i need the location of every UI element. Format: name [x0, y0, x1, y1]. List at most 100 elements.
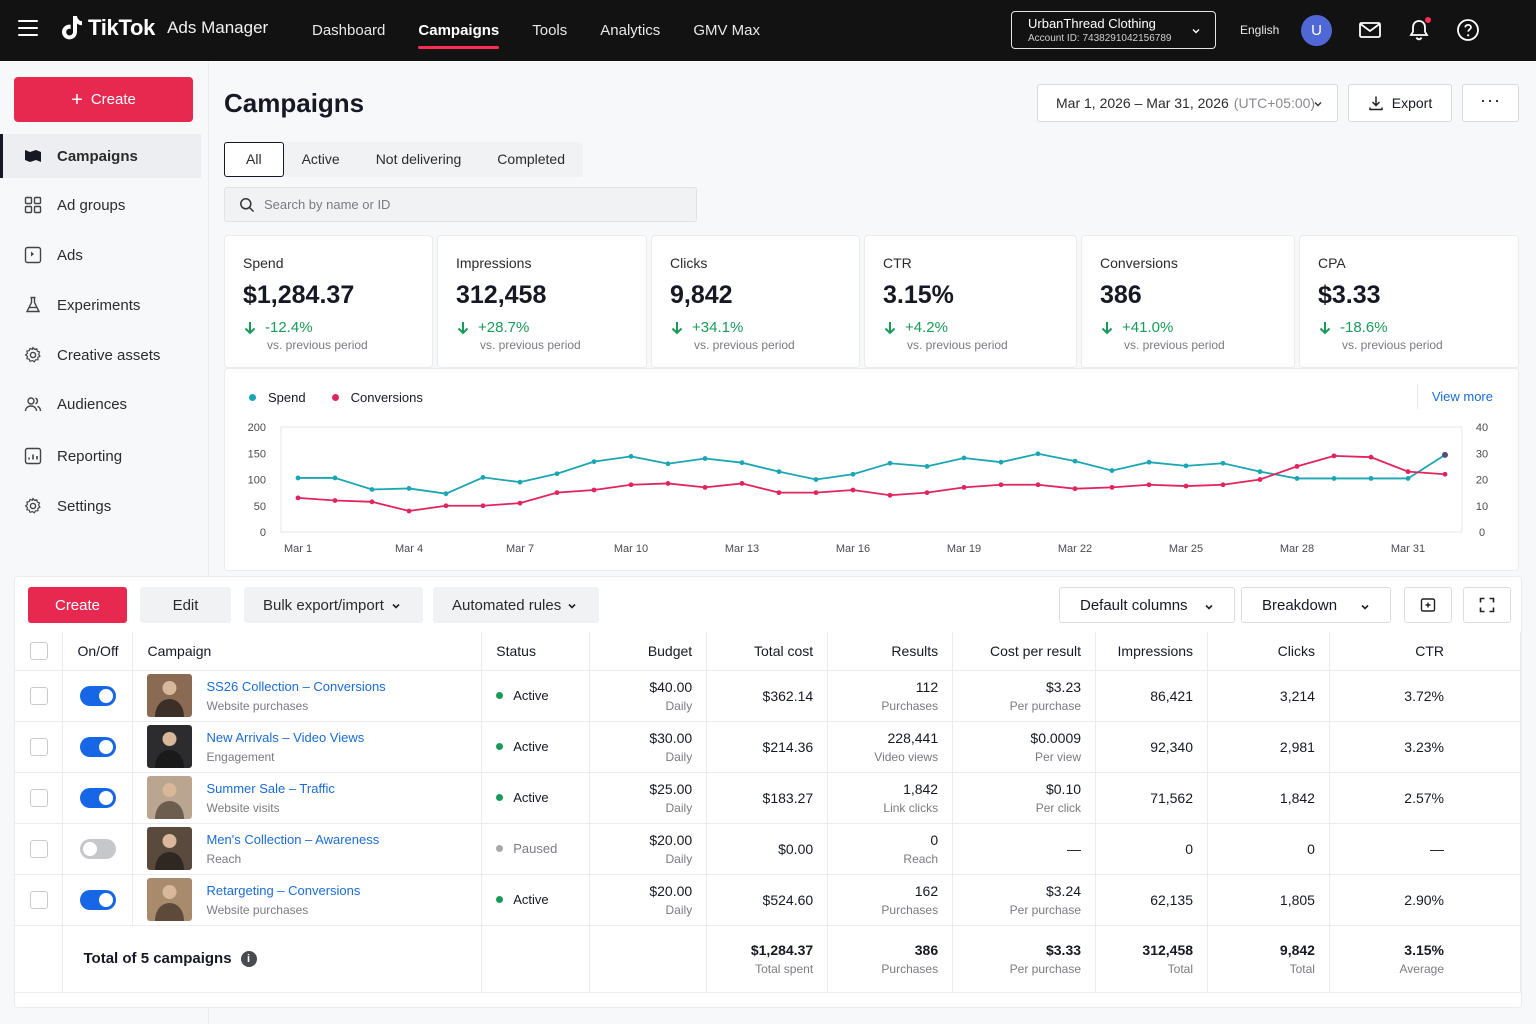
- sidebar-item-experiments[interactable]: Experiments: [0, 283, 201, 327]
- column-header-clicks[interactable]: Clicks: [1207, 632, 1330, 671]
- campaign-name-link[interactable]: Retargeting – Conversions: [206, 882, 361, 898]
- tab-active[interactable]: Active: [301, 151, 340, 167]
- sidebar-item-reporting[interactable]: Reporting: [0, 434, 201, 478]
- row-checkbox[interactable]: [29, 686, 48, 705]
- data-point-conversions: [1442, 471, 1448, 477]
- campaign-objective: Engagement: [206, 749, 275, 764]
- language-selector[interactable]: English: [1240, 23, 1280, 37]
- column-header-impressions[interactable]: Impressions: [1095, 632, 1209, 671]
- budget-value[interactable]: $20.00: [649, 831, 693, 848]
- mail-icon[interactable]: [1358, 18, 1382, 42]
- table-row[interactable]: SS26 Collection – Conversions Website pur…: [15, 670, 1522, 722]
- campaign-name-link[interactable]: SS26 Collection – Conversions: [206, 678, 386, 694]
- account-switcher[interactable]: UrbanThread Clothing Account ID: 7438291…: [1011, 11, 1216, 49]
- metric-card-ctr[interactable]: CTR 3.15% +4.2% vs. previous period: [864, 235, 1077, 368]
- columns-dropdown[interactable]: Default columns: [1059, 587, 1235, 623]
- sidebar-item-creative-assets[interactable]: Creative assets: [0, 333, 201, 377]
- data-point-spend: [369, 487, 375, 492]
- more-options-button[interactable]: ···: [1462, 84, 1519, 122]
- total-cost-sub: Total spent: [755, 961, 814, 976]
- view-more-link[interactable]: View more: [1431, 389, 1493, 404]
- column-header-campaign[interactable]: Campaign: [132, 632, 483, 671]
- sidebar-item-ad-groups[interactable]: Ad groups: [0, 183, 201, 227]
- column-header-onoff[interactable]: On/Off: [62, 632, 134, 671]
- legend-item-spend[interactable]: Spend: [249, 390, 306, 405]
- column-header-results[interactable]: Results: [827, 632, 954, 671]
- edit-button[interactable]: Edit: [140, 587, 231, 623]
- campaign-cell: SS26 Collection – Conversions Website pur…: [147, 674, 467, 717]
- campaign-toggle[interactable]: [79, 685, 116, 706]
- table-row[interactable]: Retargeting – Conversions Website purchas…: [15, 874, 1522, 926]
- budget-value[interactable]: $40.00: [649, 678, 693, 695]
- tab-all[interactable]: All: [224, 142, 284, 177]
- avatar[interactable]: U: [1301, 15, 1332, 46]
- select-all-checkbox[interactable]: [29, 641, 48, 660]
- metric-label: Impressions: [456, 255, 532, 271]
- table-row[interactable]: Men's Collection – Awareness Reach Paused $…: [15, 823, 1522, 875]
- campaign-toggle[interactable]: [79, 889, 116, 910]
- sidebar-item-audiences[interactable]: Audiences: [0, 382, 201, 426]
- column-header-status[interactable]: Status: [481, 632, 591, 671]
- row-checkbox[interactable]: [29, 737, 48, 756]
- campaign-toggle[interactable]: [79, 787, 116, 808]
- metric-card-conversions[interactable]: Conversions 386 +41.0% vs. previous peri…: [1081, 235, 1295, 368]
- fullscreen-button[interactable]: [1463, 587, 1511, 623]
- bulk-export-import-button[interactable]: Bulk export/import: [244, 587, 423, 623]
- bell-icon[interactable]: [1407, 18, 1431, 42]
- date-range-picker[interactable]: Mar 1, 2026 – Mar 31, 2026 (UTC+05:00): [1037, 84, 1338, 122]
- budget-value[interactable]: $30.00: [649, 729, 693, 746]
- cost-per-result-value: $3.23: [1045, 678, 1082, 695]
- nav-tools[interactable]: Tools: [532, 22, 568, 39]
- campaign-toggle[interactable]: [79, 736, 116, 757]
- table-row[interactable]: Summer Sale – Traffic Website visits Activ…: [15, 772, 1522, 824]
- tab-completed[interactable]: Completed: [497, 151, 565, 167]
- nav-gmv-max[interactable]: GMV Max: [693, 22, 760, 39]
- table-create-button[interactable]: Create: [28, 587, 127, 623]
- brand[interactable]: TikTok Ads Manager: [60, 14, 268, 42]
- metric-card-impressions[interactable]: Impressions 312,458 +28.7% vs. previous …: [437, 235, 647, 368]
- custom-view-button[interactable]: [1404, 587, 1452, 623]
- automated-rules-button[interactable]: Automated rules: [433, 587, 599, 623]
- data-point-conversions: [1294, 463, 1300, 469]
- campaign-name-link[interactable]: Men's Collection – Awareness: [206, 831, 380, 847]
- metric-label: Conversions: [1100, 255, 1178, 271]
- search-input[interactable]: [264, 197, 664, 212]
- row-checkbox[interactable]: [29, 890, 48, 909]
- export-button[interactable]: Export: [1348, 84, 1452, 122]
- row-checkbox[interactable]: [29, 839, 48, 858]
- campaign-thumbnail[interactable]: [147, 878, 193, 921]
- campaign-name-link[interactable]: New Arrivals – Video Views: [206, 729, 365, 745]
- column-header-cost-per-result[interactable]: Cost per result: [952, 632, 1097, 671]
- campaign-thumbnail[interactable]: [147, 776, 193, 819]
- y-left-tick-label: 100: [248, 475, 266, 487]
- sidebar-item-settings[interactable]: Settings: [0, 484, 201, 528]
- row-checkbox[interactable]: [29, 788, 48, 807]
- y-left-tick-label: 50: [254, 501, 266, 513]
- tab-not-delivering[interactable]: Not delivering: [375, 151, 462, 167]
- campaign-thumbnail[interactable]: [147, 827, 193, 870]
- breakdown-dropdown[interactable]: Breakdown: [1241, 587, 1391, 623]
- nav-analytics[interactable]: Analytics: [600, 22, 661, 39]
- campaign-toggle[interactable]: [79, 838, 116, 859]
- budget-value[interactable]: $25.00: [649, 780, 693, 797]
- metric-card-cpa[interactable]: CPA $3.33 -18.6% vs. previous period: [1299, 235, 1519, 368]
- metric-card-spend[interactable]: Spend $1,284.37 -12.4% vs. previous peri…: [224, 235, 433, 368]
- legend-item-conversions[interactable]: Conversions: [331, 390, 423, 405]
- nav-dashboard[interactable]: Dashboard: [312, 22, 386, 39]
- campaign-thumbnail[interactable]: [147, 725, 193, 768]
- campaign-name-link[interactable]: Summer Sale – Traffic: [206, 780, 335, 796]
- menu-icon[interactable]: [18, 20, 38, 38]
- campaign-thumbnail[interactable]: [147, 674, 193, 717]
- column-header-total-cost[interactable]: Total cost: [706, 632, 829, 671]
- table-row[interactable]: New Arrivals – Video Views Engagement Acti…: [15, 721, 1522, 773]
- column-header-ctr[interactable]: CTR: [1329, 632, 1522, 671]
- info-icon[interactable]: i: [240, 950, 257, 967]
- sidebar-item-ads[interactable]: Ads: [0, 233, 201, 277]
- metric-card-clicks[interactable]: Clicks 9,842 +34.1% vs. previous period: [651, 235, 860, 368]
- column-header-budget[interactable]: Budget: [589, 632, 708, 671]
- sidebar-item-campaigns[interactable]: Campaigns: [0, 134, 201, 178]
- help-icon[interactable]: [1456, 18, 1480, 42]
- nav-campaigns[interactable]: Campaigns: [418, 0, 499, 61]
- sidebar-create-button[interactable]: + Create: [14, 77, 193, 122]
- budget-value[interactable]: $20.00: [649, 882, 693, 899]
